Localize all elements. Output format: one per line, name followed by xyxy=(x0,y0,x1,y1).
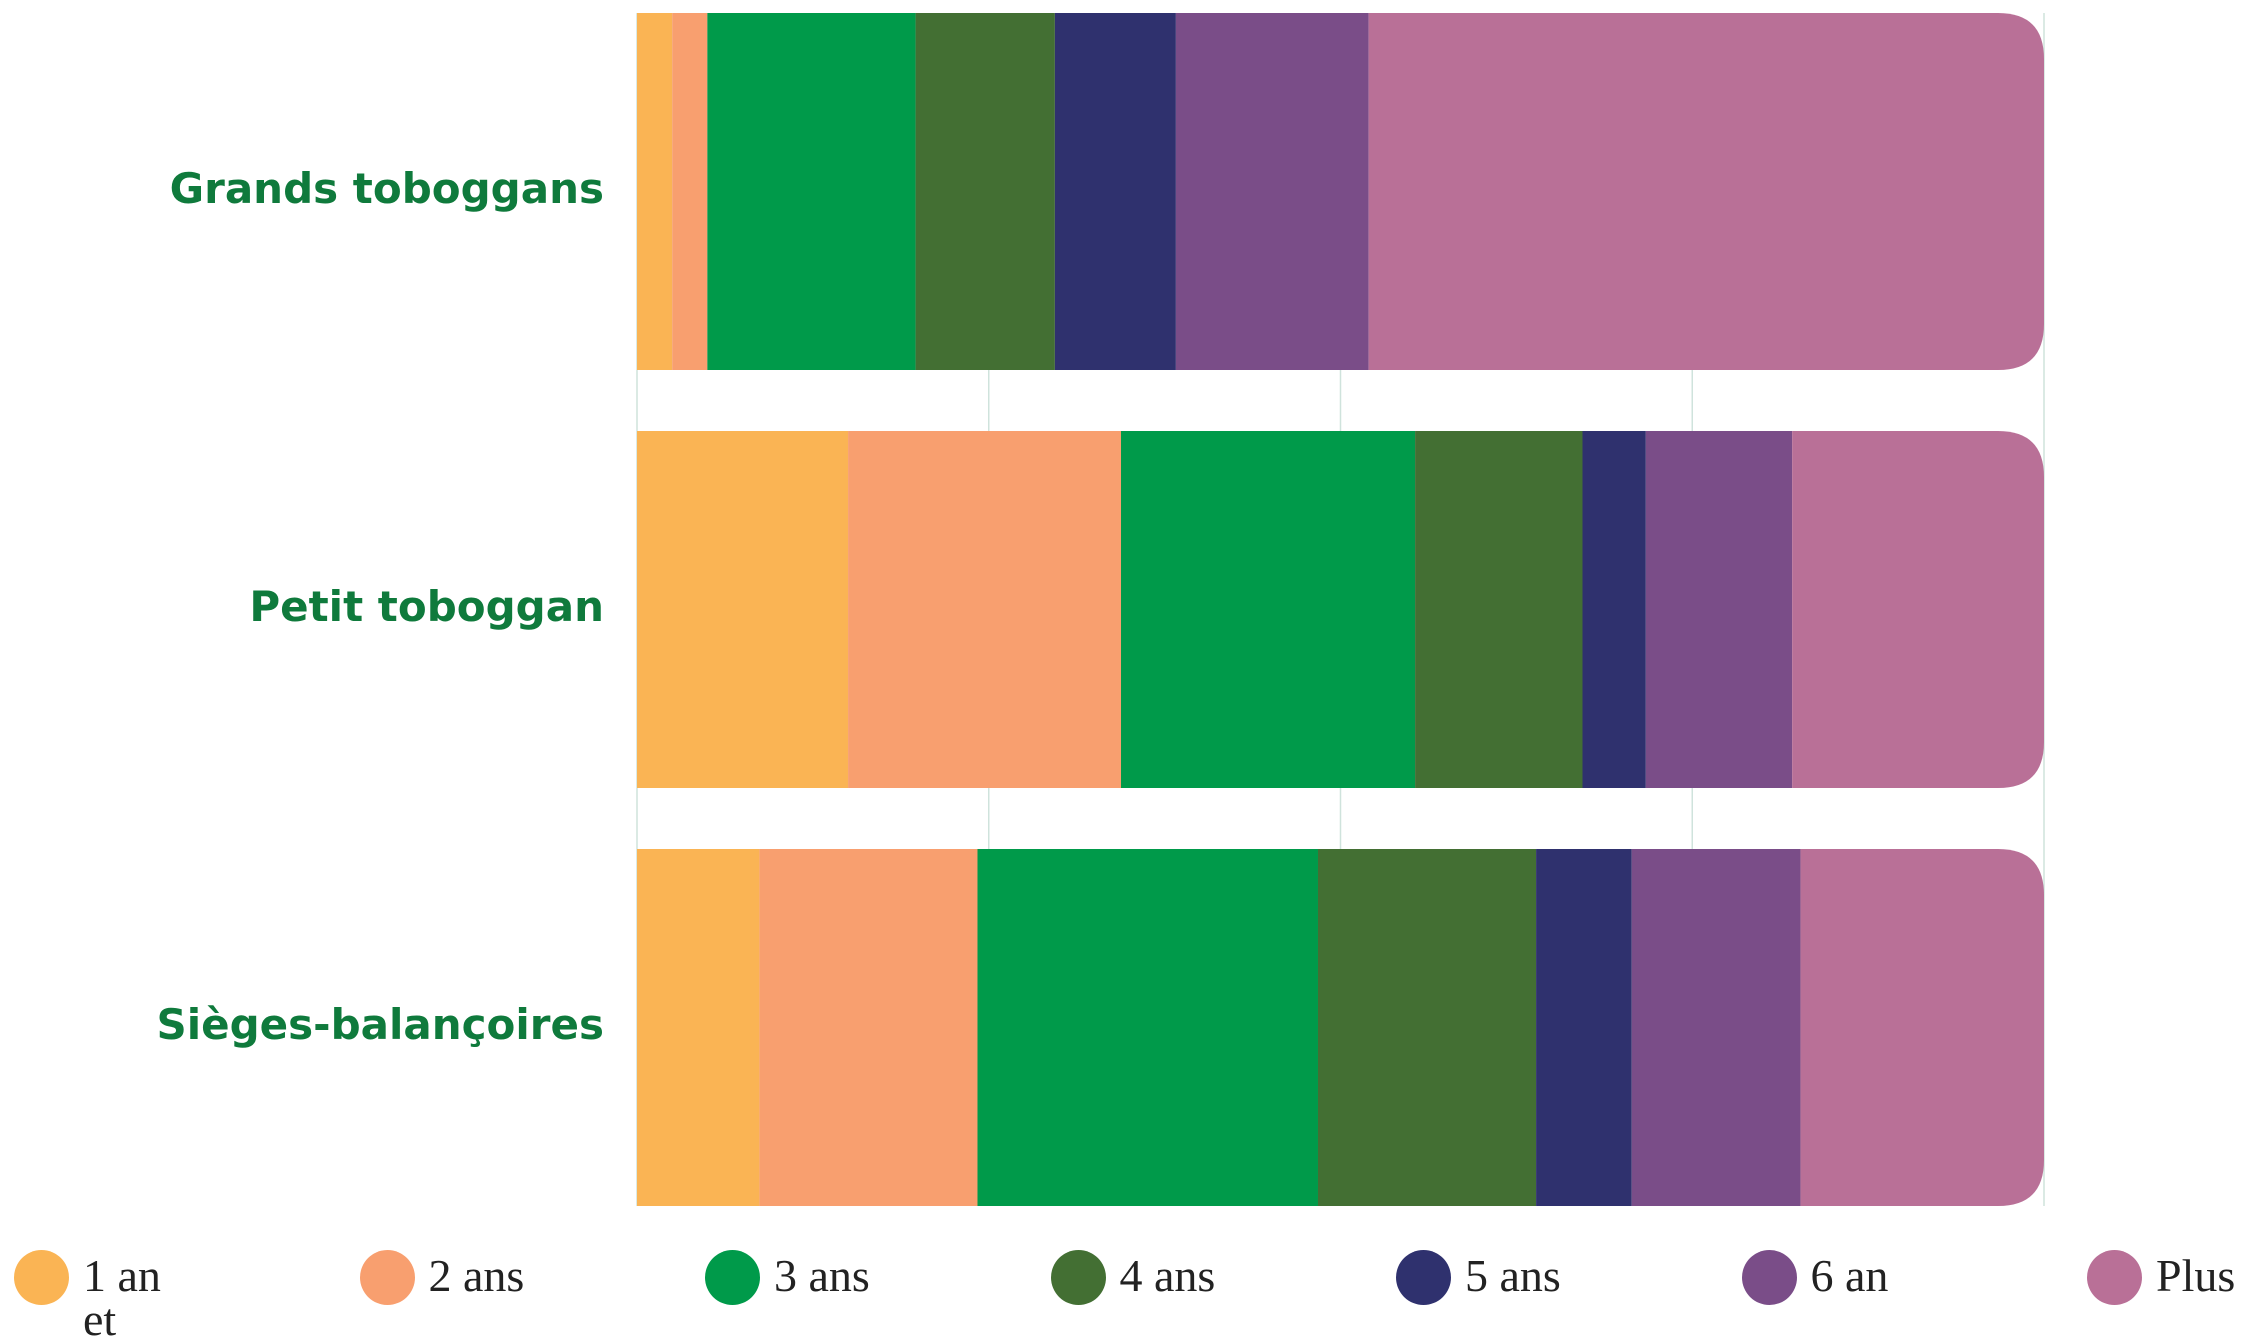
category-label: Petit toboggan xyxy=(249,582,604,631)
legend-item: 1 an et moins xyxy=(14,1246,195,1342)
bar-segment xyxy=(672,13,708,370)
legend-item: 2 ans xyxy=(359,1246,539,1305)
bar-segment xyxy=(759,849,978,1206)
legend-swatch xyxy=(705,1250,760,1305)
bar-segment xyxy=(1121,431,1416,788)
bar-segment xyxy=(1054,13,1176,370)
bar-segment xyxy=(1536,849,1632,1206)
bar-group xyxy=(637,849,2044,1206)
bar-segment xyxy=(1792,431,2044,788)
legend-label: Plus xyxy=(2156,1250,2236,1301)
bar-segment xyxy=(1645,431,1793,788)
bar-segment xyxy=(1631,849,1801,1206)
legend-label: 3 ans xyxy=(774,1250,870,1301)
legend-swatch xyxy=(359,1250,415,1305)
bar-segment xyxy=(707,13,916,370)
bar-segment xyxy=(637,13,673,370)
bar-segment xyxy=(1415,431,1583,788)
legend-item: 3 ans xyxy=(705,1246,884,1305)
legend-item: 4 ans xyxy=(1050,1246,1230,1305)
legend-label: 4 ans xyxy=(1119,1250,1216,1301)
legend-label: 1 an et moins xyxy=(83,1250,195,1342)
bar-segment xyxy=(1175,13,1369,370)
category-label: Grands toboggans xyxy=(170,164,604,213)
legend-swatch xyxy=(1741,1250,1797,1305)
bar-segment xyxy=(1368,13,2044,370)
legend-swatch xyxy=(14,1250,69,1305)
bar-group xyxy=(637,13,2044,370)
legend-swatch xyxy=(2087,1250,2142,1305)
bar-segment xyxy=(1800,849,2044,1206)
category-label: Sièges-balançoires xyxy=(156,1000,604,1049)
legend-swatch xyxy=(1396,1250,1451,1305)
legend: 1 an et moins 2 ans 3 ans 4 ans 5 ans 6 an Plu… xyxy=(0,1246,2251,1342)
bar-segment xyxy=(1582,431,1646,788)
legend-label: 2 ans xyxy=(428,1250,525,1301)
bar-group xyxy=(637,431,2044,788)
legend-swatch xyxy=(1050,1250,1106,1305)
legend-label: 5 ans xyxy=(1465,1250,1561,1301)
bar-segment xyxy=(1317,849,1537,1206)
legend-item: 6 an xyxy=(1741,1246,1921,1305)
bar-segment xyxy=(848,431,1122,788)
bar-segment xyxy=(977,849,1318,1206)
legend-item: 5 ans xyxy=(1396,1246,1575,1305)
bar-segment xyxy=(637,849,760,1206)
bar-segment xyxy=(915,13,1055,370)
chart: Grands toboggans Petit toboggan Sièges-bal… xyxy=(156,13,2045,1206)
legend-label: 6 an xyxy=(1810,1250,1889,1301)
bar-segment xyxy=(637,431,849,788)
legend-item: Plus xyxy=(2087,1246,2251,1305)
